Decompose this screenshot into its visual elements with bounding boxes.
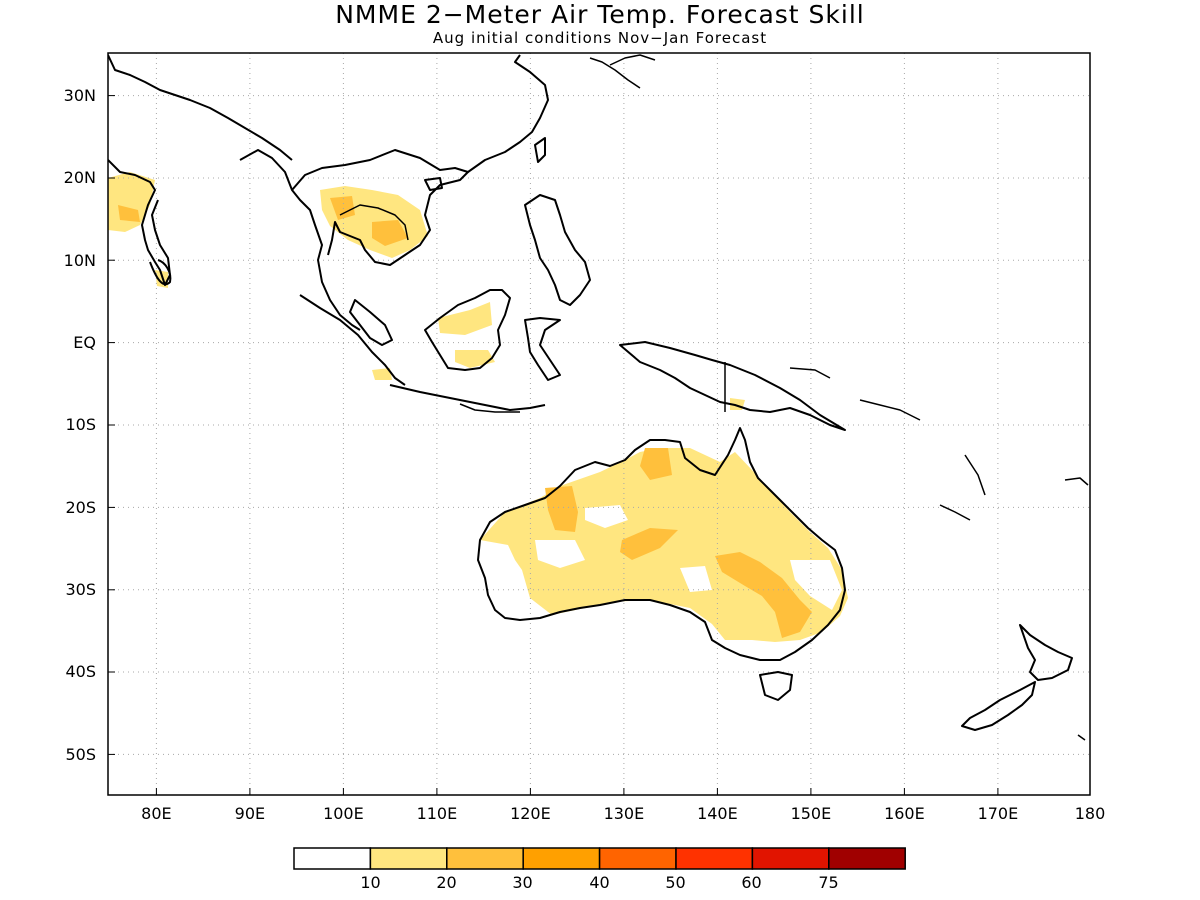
grid-lines	[108, 53, 1090, 795]
colorbar-label: 50	[665, 873, 685, 892]
map-subtitle: Aug initial conditions Nov−Jan Forecast	[432, 29, 768, 47]
colorbar	[293, 847, 906, 870]
colorbar-swatch	[293, 847, 372, 870]
lon-label: 150E	[791, 804, 832, 823]
colorbar-label: 60	[741, 873, 761, 892]
lon-label: 180	[1075, 804, 1106, 823]
lon-label: 170E	[978, 804, 1019, 823]
skill-shading-australia	[480, 448, 848, 642]
colorbar-label: 30	[512, 873, 532, 892]
lat-label: 20N	[64, 168, 96, 187]
map-area	[108, 53, 1090, 795]
lon-label: 120E	[510, 804, 551, 823]
colorbar-label: 40	[589, 873, 609, 892]
lat-label: 10S	[65, 415, 96, 434]
lon-label: 100E	[323, 804, 364, 823]
skill-shading-asia	[108, 172, 745, 410]
axis-ticks	[108, 95, 999, 795]
lon-label: 80E	[141, 804, 171, 823]
lon-label: 160E	[884, 804, 925, 823]
map-title: NMME 2−Meter Air Temp. Forecast Skill	[335, 0, 865, 29]
lat-label: 20S	[65, 498, 96, 517]
lat-label: 30S	[65, 580, 96, 599]
colorbar-swatch	[522, 847, 601, 870]
lon-label: 110E	[417, 804, 458, 823]
lat-label: 40S	[65, 662, 96, 681]
lat-label: 50S	[65, 745, 96, 764]
map-frame	[107, 52, 1091, 796]
lat-label: 30N	[64, 86, 96, 105]
lat-labels: 30N 20N 10N EQ 10S 20S 30S 40S 50S	[64, 86, 96, 764]
colorbar-swatch	[598, 847, 677, 870]
colorbar-label: 75	[818, 873, 838, 892]
coastlines	[108, 54, 1089, 741]
lon-label: 140E	[697, 804, 738, 823]
colorbar-swatch	[751, 847, 830, 870]
colorbar-swatch	[828, 847, 906, 870]
colorbar-swatch	[369, 847, 448, 870]
lon-labels: 80E 90E 100E 110E 120E 130E 140E 150E 16…	[141, 804, 1105, 823]
colorbar-label: 20	[436, 873, 456, 892]
lon-label: 90E	[235, 804, 265, 823]
lon-label: 130E	[604, 804, 645, 823]
colorbar-labels: 10 20 30 40 50 60 75	[360, 873, 838, 892]
lat-label: 10N	[64, 251, 96, 270]
lat-label: EQ	[73, 333, 96, 352]
colorbar-swatch	[675, 847, 754, 870]
colorbar-label: 10	[360, 873, 380, 892]
colorbar-swatch	[446, 847, 524, 870]
